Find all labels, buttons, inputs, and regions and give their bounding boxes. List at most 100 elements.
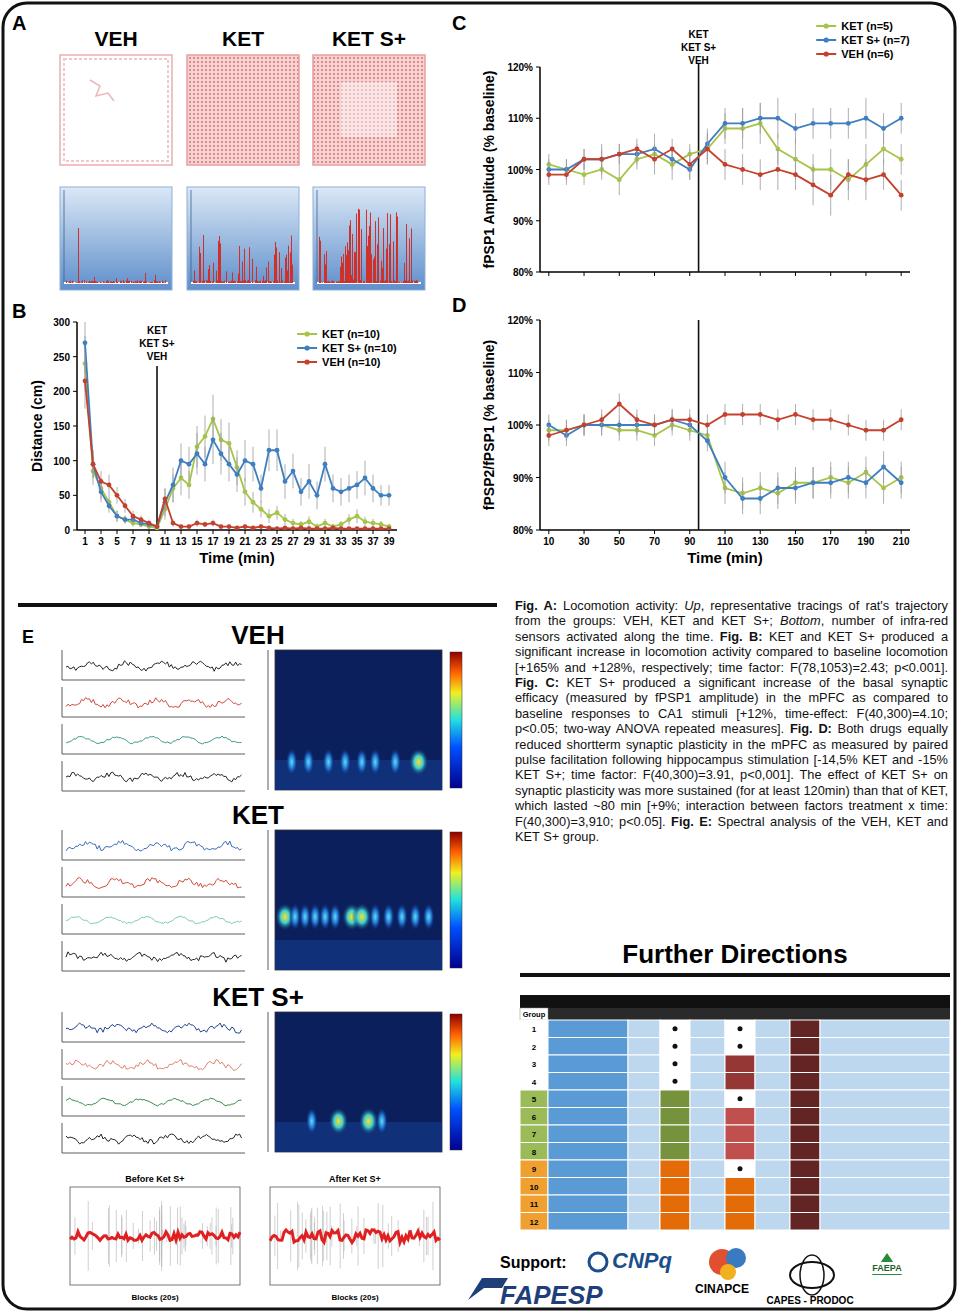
table-cell (725, 1195, 755, 1213)
table-dot (738, 1166, 743, 1171)
marker (283, 526, 288, 530)
trace-axis (62, 754, 245, 755)
y-tick (73, 426, 77, 427)
caption-run: Fig. A: (515, 598, 557, 613)
marker (259, 524, 264, 529)
event-line (156, 366, 158, 530)
spectrogram (275, 650, 442, 790)
trace-axis (62, 897, 245, 898)
marker (899, 417, 904, 422)
table-cell (660, 1055, 690, 1073)
sensor-spike (91, 281, 92, 283)
sensor-spike (212, 282, 213, 283)
sensor-spike (372, 282, 373, 284)
marker (243, 524, 248, 529)
sensor-spike (215, 282, 216, 284)
event-label: VEH (147, 351, 168, 362)
plot-area (546, 98, 903, 216)
marker (387, 526, 392, 530)
x-tick (795, 530, 796, 534)
table-cell (725, 1020, 755, 1038)
spectrogram-band (275, 940, 442, 970)
sensor-spike (416, 280, 417, 283)
marker (899, 480, 904, 485)
marker (355, 514, 360, 519)
sensor-spike (143, 282, 144, 284)
marker (811, 121, 816, 126)
marker (179, 458, 184, 463)
table-dot (673, 1079, 678, 1084)
caption-run: Fig. C: (515, 675, 559, 690)
legend: KET (n=10)KET S+ (n=10)VEH (n=10) (297, 328, 397, 368)
marker (267, 526, 272, 530)
table-cell (690, 1125, 725, 1143)
marker (187, 462, 192, 467)
x-tick (830, 530, 831, 534)
table-cell (548, 1055, 628, 1073)
table-cell (548, 1195, 628, 1213)
marker (599, 157, 604, 162)
sensor-spike (357, 282, 358, 283)
marker (275, 510, 280, 515)
sensor-spike (135, 281, 136, 283)
sensor-spike (93, 281, 94, 283)
x-tick (548, 530, 549, 534)
table-cell (548, 1020, 628, 1038)
marker (740, 167, 745, 172)
x-tick (261, 530, 262, 534)
x-tick (357, 530, 358, 534)
sensor-spike (415, 281, 416, 283)
marker (259, 507, 264, 512)
sensor-axis (317, 190, 318, 283)
sensor-spike (265, 280, 266, 283)
y-tick-label: 110% (508, 368, 533, 379)
sensor-axis (191, 190, 192, 283)
table-cell (690, 1073, 725, 1091)
marker (227, 462, 232, 467)
marker (881, 147, 886, 152)
sensor-spike (349, 226, 350, 283)
sensor-spike (115, 282, 116, 283)
spectrogram-blob (409, 903, 421, 931)
sensor-spike (392, 282, 393, 284)
spectrogram-blob (286, 748, 298, 776)
sensor-spike (354, 252, 355, 283)
x-tick (760, 272, 761, 276)
marker (899, 116, 904, 121)
marker (339, 489, 344, 494)
table-cell (790, 1213, 820, 1231)
trace-axis (62, 761, 63, 791)
sensor-spike (199, 247, 200, 283)
sensor-spike (237, 281, 238, 283)
sensor-spike (340, 267, 341, 283)
panel-letter: D (452, 294, 466, 316)
sensor-spike (284, 282, 285, 283)
x-tick-label: 110 (717, 536, 734, 547)
sensor-spike (137, 280, 138, 283)
error-bar (742, 108, 743, 149)
sensor-spike (120, 281, 121, 283)
sensor-spike (152, 282, 153, 283)
table-cell (725, 1090, 755, 1108)
legend-swatch (824, 23, 829, 28)
colorbar (450, 832, 462, 968)
signal (70, 1232, 240, 1241)
logo: CAPES - PRODOC (766, 1295, 853, 1306)
sensor-spike (140, 281, 141, 283)
marker (139, 517, 144, 522)
marker (546, 433, 551, 438)
sensor-spike (228, 282, 229, 283)
y-axis-title: fPSP1 Amplitude (% baseline) (481, 71, 497, 269)
sensor-spike (226, 271, 227, 283)
table-cell (520, 1195, 548, 1213)
noise-spike (351, 1219, 352, 1254)
x-tick (165, 530, 166, 534)
marker (864, 116, 869, 121)
spectrogram-blob (328, 1107, 348, 1135)
rule (520, 973, 950, 977)
sensor-spike (264, 281, 265, 283)
marker (582, 157, 587, 162)
noise-spike (211, 1217, 212, 1254)
sensor-spike (119, 282, 120, 283)
panel-letter: B (12, 300, 26, 322)
